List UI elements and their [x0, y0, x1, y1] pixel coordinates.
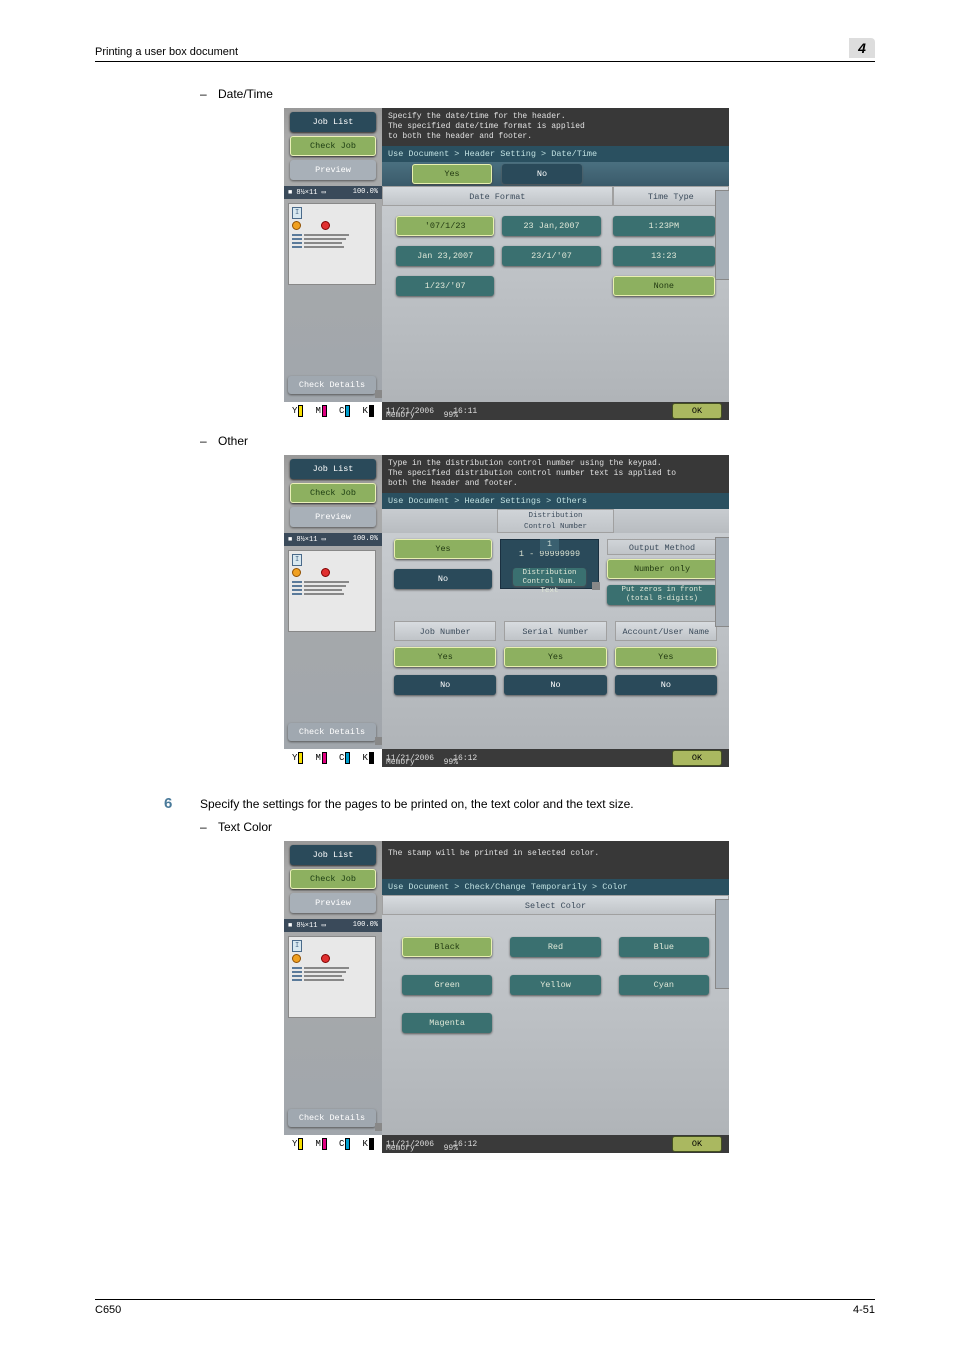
check-job-tab[interactable]: Check Job — [290, 136, 376, 156]
yes-btn[interactable]: Yes — [412, 164, 492, 184]
dash: – — [200, 434, 207, 448]
panel3-breadcrumb: Use Document > Check/Change Temporarily … — [382, 879, 729, 895]
no-btn[interactable]: No — [502, 164, 582, 184]
panel-datetime: Job List Check Job Preview ■ 8½×11 ▭100.… — [284, 108, 729, 420]
toner-levels: Y M C K — [284, 402, 382, 420]
color-black[interactable]: Black — [402, 937, 492, 957]
panel3-instruction: The stamp will be printed in selected co… — [382, 841, 729, 869]
date-fmt-3[interactable]: Jan 23,2007 — [396, 246, 494, 266]
time-fmt-1[interactable]: 1:23PM — [613, 216, 715, 236]
color-yellow[interactable]: Yellow — [510, 975, 600, 995]
footer-right: 4-51 — [853, 1304, 875, 1316]
preview-tab[interactable]: Preview — [290, 160, 376, 180]
footer-left: C650 — [95, 1304, 121, 1316]
step-6-num: 6 — [164, 795, 172, 812]
output-method-hdr: Output Method — [607, 539, 717, 555]
account-no[interactable]: No — [615, 675, 717, 695]
panel-color: Job List Check Job Preview ■ 8½×11 ▭100.… — [284, 841, 729, 1153]
check-details-btn[interactable]: Check Details — [288, 723, 376, 741]
select-color-hdr: Select Color — [382, 895, 729, 915]
preview-tab[interactable]: Preview — [290, 507, 376, 527]
panel2-instruction: Type in the distribution control number … — [382, 455, 729, 493]
color-green[interactable]: Green — [402, 975, 492, 995]
dash: – — [200, 820, 207, 834]
color-red[interactable]: Red — [510, 937, 600, 957]
preview-thumb: I — [288, 550, 376, 632]
col-serial: Serial Number — [504, 621, 606, 641]
check-job-tab[interactable]: Check Job — [290, 869, 376, 889]
header-left: Printing a user box document — [95, 46, 238, 58]
date-fmt-5[interactable]: 1/23/'07 — [396, 276, 494, 296]
sub-other: Other — [218, 434, 248, 448]
ok-btn[interactable]: OK — [673, 751, 721, 765]
toner-levels: Y M C K — [284, 1135, 382, 1153]
serial-no[interactable]: No — [504, 675, 606, 695]
dist-yes[interactable]: Yes — [394, 539, 492, 559]
toner-levels: Y M C K — [284, 749, 382, 767]
panel-other: Job List Check Job Preview ■ 8½×11 ▭100.… — [284, 455, 729, 767]
date-fmt-2[interactable]: 23 Jan,2007 — [502, 216, 600, 236]
job-list-tab[interactable]: Job List — [290, 112, 376, 132]
step-6-text: Specify the settings for the pages to be… — [200, 797, 634, 811]
panel1-breadcrumb: Use Document > Header Setting > Date/Tim… — [382, 146, 729, 162]
check-details-btn[interactable]: Check Details — [288, 1109, 376, 1127]
number-only-btn[interactable]: Number only — [607, 559, 717, 579]
col-jobnum: Job Number — [394, 621, 496, 641]
dist-no[interactable]: No — [394, 569, 492, 589]
preview-thumb: I — [288, 936, 376, 1018]
chapter-num: 4 — [849, 38, 875, 58]
col-timetype: Time Type — [613, 186, 729, 206]
color-blue[interactable]: Blue — [619, 937, 709, 957]
sub-textcolor: Text Color — [218, 820, 272, 834]
preview-thumb: I — [288, 203, 376, 285]
preview-tab[interactable]: Preview — [290, 893, 376, 913]
serial-yes[interactable]: Yes — [504, 647, 606, 667]
panel1-instruction: Specify the date/time for the header. Th… — [382, 108, 729, 146]
check-job-tab[interactable]: Check Job — [290, 483, 376, 503]
dist-text-btn[interactable]: DistributionControl Num. Text — [513, 568, 587, 586]
ok-btn[interactable]: OK — [673, 404, 721, 418]
check-details-btn[interactable]: Check Details — [288, 376, 376, 394]
col-dateformat: Date Format — [382, 186, 613, 206]
time-fmt-2[interactable]: 13:23 — [613, 246, 715, 266]
dash: – — [200, 87, 207, 101]
col-account: Account/User Name — [615, 621, 717, 641]
color-magenta[interactable]: Magenta — [402, 1013, 492, 1033]
color-cyan[interactable]: Cyan — [619, 975, 709, 995]
jobnum-no[interactable]: No — [394, 675, 496, 695]
account-yes[interactable]: Yes — [615, 647, 717, 667]
date-fmt-4[interactable]: 23/1/'07 — [502, 246, 600, 266]
sub-datetime: Date/Time — [218, 87, 273, 101]
ok-btn[interactable]: OK — [673, 1137, 721, 1151]
put-zeros-btn[interactable]: Put zeros in front(total 8-digits) — [607, 585, 717, 605]
job-list-tab[interactable]: Job List — [290, 459, 376, 479]
time-fmt-none[interactable]: None — [613, 276, 715, 296]
job-list-tab[interactable]: Job List — [290, 845, 376, 865]
jobnum-yes[interactable]: Yes — [394, 647, 496, 667]
date-fmt-1[interactable]: '07/1/23 — [396, 216, 494, 236]
panel2-breadcrumb: Use Document > Header Settings > Others — [382, 493, 729, 509]
